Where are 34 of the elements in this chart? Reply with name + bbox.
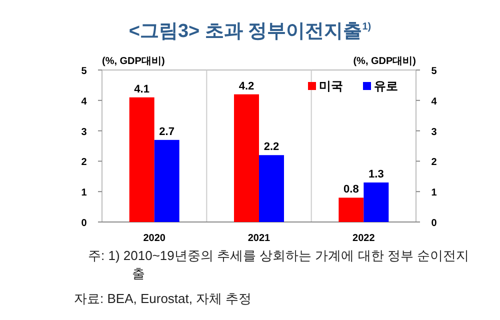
y-axis-title: (%, GDP대비) [102, 56, 165, 67]
data-label: 1.3 [368, 168, 384, 180]
x-tick-label: 2021 [248, 233, 271, 244]
y2-tick-label: 3 [431, 126, 438, 138]
chart-title: <그림3> 초과 정부이전지출$^{1)}$ [128, 20, 372, 44]
y-tick-label: 0 [81, 218, 88, 229]
y-tick-label: 3 [81, 126, 88, 138]
bar [338, 198, 364, 222]
legend-label: 미국 [319, 79, 343, 93]
legend-label: 유로 [374, 79, 398, 93]
bar [234, 94, 259, 222]
text: 주: 1) 2010~19년중의 추세를 상회하는 가계에 대한 정부 순이전지출 [88, 247, 470, 283]
x-tick-label: 2022 [352, 233, 376, 244]
y-tick-label: 5 [81, 66, 88, 77]
y2-axis-title: (%, GDP대비) [353, 56, 416, 67]
y2-tick-label: 0 [431, 218, 438, 229]
y2-tick-label: 5 [431, 66, 438, 77]
data-label: 4.1 [134, 83, 150, 96]
text: 자료: BEA, Eurostat, 자체 추정 [74, 290, 252, 308]
bar [129, 97, 154, 222]
data-label: 2.2 [264, 141, 280, 154]
x-tick-label: 2020 [143, 233, 166, 244]
y-tick-label: 1 [81, 188, 88, 199]
bar [364, 182, 389, 222]
y-tick-label: 2 [81, 157, 88, 168]
y2-tick-label: 1 [431, 188, 438, 199]
y-tick-label: 4 [81, 96, 88, 108]
y2-tick-label: 2 [431, 157, 438, 168]
data-label: 0.8 [344, 184, 359, 196]
bar [154, 140, 180, 222]
data-label: 2.7 [159, 126, 174, 138]
bar [259, 155, 284, 222]
data-label: 4.2 [238, 80, 254, 92]
y2-tick-label: 4 [431, 96, 438, 108]
